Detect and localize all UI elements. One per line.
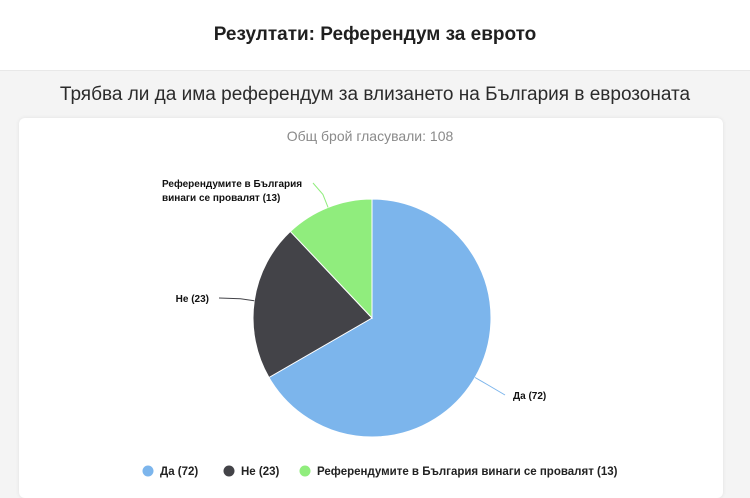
- total-votes-label: Общ брой гласували: 108: [286, 128, 454, 144]
- legend-marker-3[interactable]: [299, 465, 311, 477]
- pie-slice-3[interactable]: [289, 198, 373, 320]
- data-label-1: Да (72): [513, 391, 546, 402]
- pie-slice-2[interactable]: [252, 230, 373, 379]
- pie-slice-1[interactable]: [268, 198, 492, 438]
- data-label-3-line-1: Референдумите в България: [162, 178, 302, 190]
- data-label-connector-3: [312, 182, 329, 208]
- pie-chart: Да (72) Не (23) Референдумите в България ви…: [142, 178, 618, 478]
- legend-item-1[interactable]: Да (72): [160, 466, 198, 478]
- data-label-connector-1: [474, 377, 506, 396]
- data-label-3-line-2: винаги се провалят (13): [162, 193, 280, 204]
- poll-question: Трябва ли да има референдум за влизането…: [59, 84, 691, 105]
- legend-marker-2[interactable]: [223, 465, 235, 477]
- data-label-2: Не (23): [176, 294, 209, 305]
- header-bar: Резултати: Референдум за еврото: [0, 0, 750, 71]
- page-title: Резултати: Референдум за еврото: [213, 24, 537, 45]
- data-label-connector-2: [218, 297, 255, 302]
- legend-item-2[interactable]: Не (23): [241, 466, 280, 478]
- legend-item-3[interactable]: Референдумите в България винаги се прова…: [317, 466, 618, 478]
- legend-marker-1[interactable]: [142, 465, 154, 477]
